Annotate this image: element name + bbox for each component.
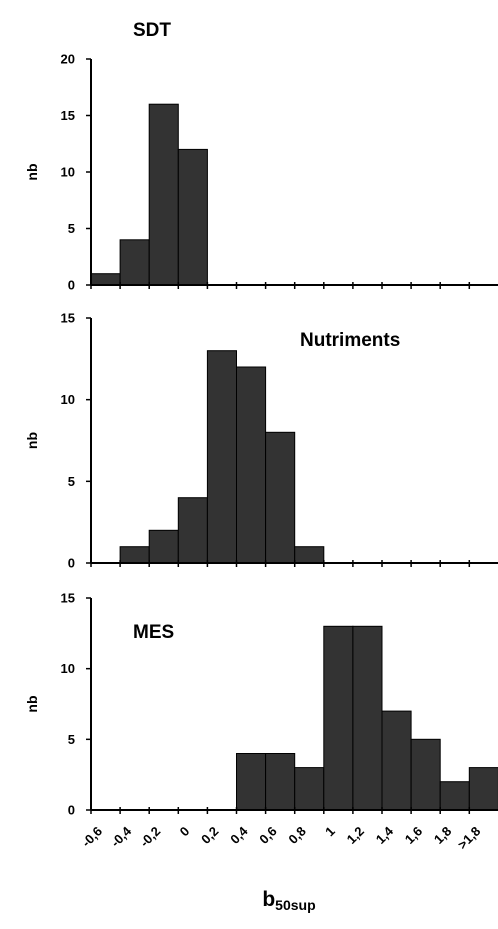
x-tick-label-2: -0,4 bbox=[108, 823, 135, 850]
bar-1-4 bbox=[177, 148, 208, 286]
bar-2-5 bbox=[206, 350, 237, 564]
y-tick-label-3-1: 0 bbox=[68, 803, 75, 818]
bar-2-8 bbox=[294, 546, 325, 564]
bar-1-2 bbox=[119, 239, 150, 286]
bar-2-3 bbox=[148, 529, 179, 564]
y-tick-label-3-4: 15 bbox=[61, 591, 75, 606]
x-tick-label-1: -0,6 bbox=[79, 824, 105, 850]
bar-3-9 bbox=[323, 625, 354, 811]
y-axis-title-3: nb bbox=[24, 695, 40, 712]
x-tick-label-12: 1,6 bbox=[402, 824, 425, 847]
bar-3-7 bbox=[265, 753, 296, 811]
panel-title-1: SDT bbox=[133, 20, 171, 41]
x-tick-label-9: 1 bbox=[322, 824, 338, 840]
x-tick-label-4: 0 bbox=[177, 824, 193, 840]
x-tick-label-8: 0,8 bbox=[285, 824, 308, 847]
y-axis-title-2: nb bbox=[24, 432, 40, 449]
bar-2-2 bbox=[119, 546, 150, 564]
x-axis-label-main: b bbox=[262, 888, 276, 911]
x-tick-label-14: >1,8 bbox=[455, 824, 484, 853]
bar-1-3 bbox=[148, 103, 179, 286]
bar-3-12 bbox=[410, 738, 441, 811]
bar-2-7 bbox=[265, 431, 296, 564]
panel-title-2: Nutriments bbox=[300, 330, 400, 351]
y-tick-label-3-3: 10 bbox=[61, 661, 75, 676]
bar-3-8 bbox=[294, 767, 325, 811]
x-tick-label-6: 0,4 bbox=[227, 823, 251, 847]
y-tick-label-1-3: 10 bbox=[61, 165, 75, 180]
x-tick-label-5: 0,2 bbox=[198, 824, 221, 847]
y-tick-label-1-1: 0 bbox=[68, 278, 75, 293]
y-tick-label-1-5: 20 bbox=[61, 52, 75, 67]
x-axis-label-subscript: 50sup bbox=[275, 897, 316, 913]
x-tick-label-7: 0,6 bbox=[256, 824, 279, 847]
y-tick-label-2-4: 15 bbox=[61, 311, 75, 326]
x-axis-label: b50sup bbox=[0, 888, 498, 913]
bar-2-6 bbox=[236, 366, 267, 564]
y-tick-label-2-1: 0 bbox=[68, 556, 75, 571]
y-tick-label-3-2: 5 bbox=[68, 732, 75, 747]
x-tick-label-11: 1,4 bbox=[373, 823, 397, 847]
bar-1-1 bbox=[90, 273, 121, 286]
bar-3-11 bbox=[381, 710, 412, 811]
y-tick-label-2-2: 5 bbox=[68, 474, 75, 489]
x-tick-label-10: 1,2 bbox=[344, 824, 367, 847]
y-axis-title-1: nb bbox=[24, 163, 40, 180]
bar-3-13 bbox=[439, 781, 470, 811]
x-tick-label-3: -0,2 bbox=[137, 824, 163, 850]
bar-3-14 bbox=[468, 767, 498, 811]
y-tick-label-1-2: 5 bbox=[68, 221, 75, 236]
y-tick-label-1-4: 15 bbox=[61, 108, 75, 123]
bar-3-6 bbox=[236, 753, 267, 811]
bar-2-4 bbox=[177, 497, 208, 564]
panel-title-3: MES bbox=[133, 622, 174, 643]
bar-3-10 bbox=[352, 625, 383, 811]
x-tick-label-13: 1,8 bbox=[431, 824, 454, 847]
y-tick-label-2-3: 10 bbox=[61, 392, 75, 407]
